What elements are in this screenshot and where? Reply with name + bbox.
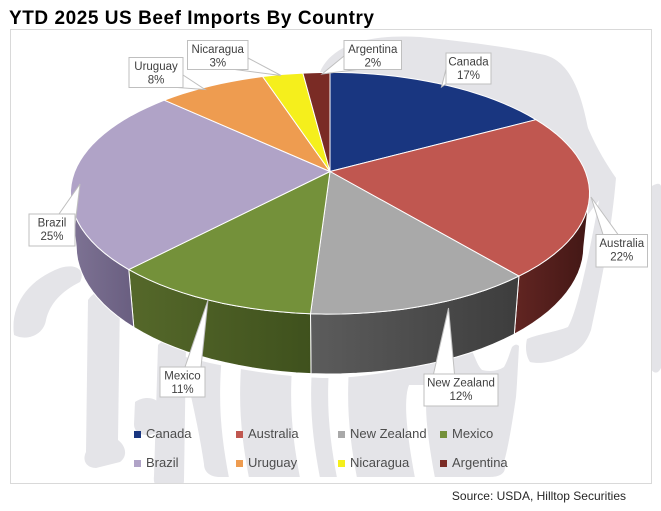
svg-text:Mexico: Mexico <box>452 426 493 441</box>
svg-text:New Zealand: New Zealand <box>350 426 427 441</box>
svg-text:Uruguay: Uruguay <box>248 455 298 470</box>
svg-text:Nicaragua: Nicaragua <box>192 44 245 56</box>
svg-text:17%: 17% <box>457 70 480 82</box>
svg-text:Argentina: Argentina <box>452 455 508 470</box>
svg-text:Canada: Canada <box>448 57 489 69</box>
svg-text:8%: 8% <box>148 75 165 87</box>
svg-text:12%: 12% <box>449 391 472 403</box>
svg-text:Australia: Australia <box>599 238 644 250</box>
svg-text:Australia: Australia <box>248 426 299 441</box>
svg-text:Uruguay: Uruguay <box>134 61 178 73</box>
svg-text:22%: 22% <box>610 252 633 264</box>
svg-text:New Zealand: New Zealand <box>427 378 495 390</box>
svg-text:Brazil: Brazil <box>38 218 67 230</box>
svg-text:Mexico: Mexico <box>164 371 200 383</box>
svg-text:Brazil: Brazil <box>146 455 179 470</box>
svg-text:25%: 25% <box>40 231 63 243</box>
svg-text:Nicaragua: Nicaragua <box>350 455 410 470</box>
svg-text:3%: 3% <box>209 58 226 70</box>
svg-text:Argentina: Argentina <box>348 44 398 56</box>
svg-text:2%: 2% <box>364 58 381 70</box>
svg-text:Canada: Canada <box>146 426 192 441</box>
svg-text:11%: 11% <box>171 384 193 396</box>
